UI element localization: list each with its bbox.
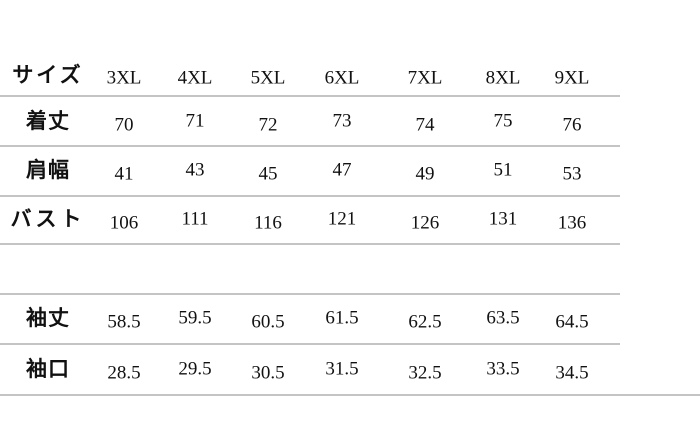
- header-size: 3XL: [107, 67, 142, 88]
- cell-value: 131: [489, 208, 518, 229]
- header-size: 5XL: [251, 67, 286, 88]
- header-size: 8XL: [486, 67, 521, 88]
- cell-value: 74: [416, 114, 436, 135]
- cell-value: 61.5: [325, 307, 358, 328]
- cell-value: 43: [186, 159, 205, 180]
- cell-value: 75: [494, 110, 513, 131]
- cell-value: 34.5: [555, 362, 588, 383]
- cell-value: 72: [259, 114, 278, 135]
- cell-value: 59.5: [178, 307, 211, 328]
- header-size: 4XL: [178, 67, 213, 88]
- cell-value: 33.5: [486, 358, 519, 379]
- cell-value: 53: [563, 163, 582, 184]
- cell-value: 111: [181, 208, 208, 229]
- row-label: 着丈: [25, 109, 70, 133]
- cell-value: 116: [254, 212, 282, 233]
- header-size: 6XL: [325, 67, 360, 88]
- cell-value: 71: [186, 110, 205, 131]
- cell-value: 51: [494, 159, 513, 180]
- header-size: 9XL: [555, 67, 590, 88]
- cell-value: 70: [115, 114, 134, 135]
- cell-value: 63.5: [486, 307, 519, 328]
- cell-value: 47: [333, 159, 352, 180]
- row-label: 袖丈: [26, 306, 70, 330]
- cell-value: 136: [558, 212, 587, 233]
- header-label: サイズ: [12, 63, 83, 87]
- row-label: 肩幅: [26, 158, 70, 182]
- row-label: 袖口: [26, 357, 70, 381]
- cell-value: 73: [333, 110, 352, 131]
- cell-value: 49: [416, 163, 435, 184]
- cell-value: 60.5: [251, 311, 284, 332]
- cell-value: 29.5: [178, 358, 211, 379]
- cell-value: 28.5: [107, 362, 140, 383]
- cell-value: 62.5: [408, 311, 441, 332]
- cell-value: 41: [115, 163, 134, 184]
- cell-value: 121: [328, 208, 357, 229]
- cell-value: 31.5: [325, 358, 358, 379]
- cell-value: 64.5: [555, 311, 588, 332]
- header-size: 7XL: [408, 67, 443, 88]
- cell-value: 32.5: [408, 362, 441, 383]
- cell-value: 58.5: [107, 311, 140, 332]
- row-label: バスト: [11, 207, 86, 231]
- cell-value: 126: [411, 212, 440, 233]
- cell-value: 106: [110, 212, 139, 233]
- cell-value: 45: [259, 163, 278, 184]
- cell-value: 30.5: [251, 362, 284, 383]
- cell-value: 76: [563, 114, 582, 135]
